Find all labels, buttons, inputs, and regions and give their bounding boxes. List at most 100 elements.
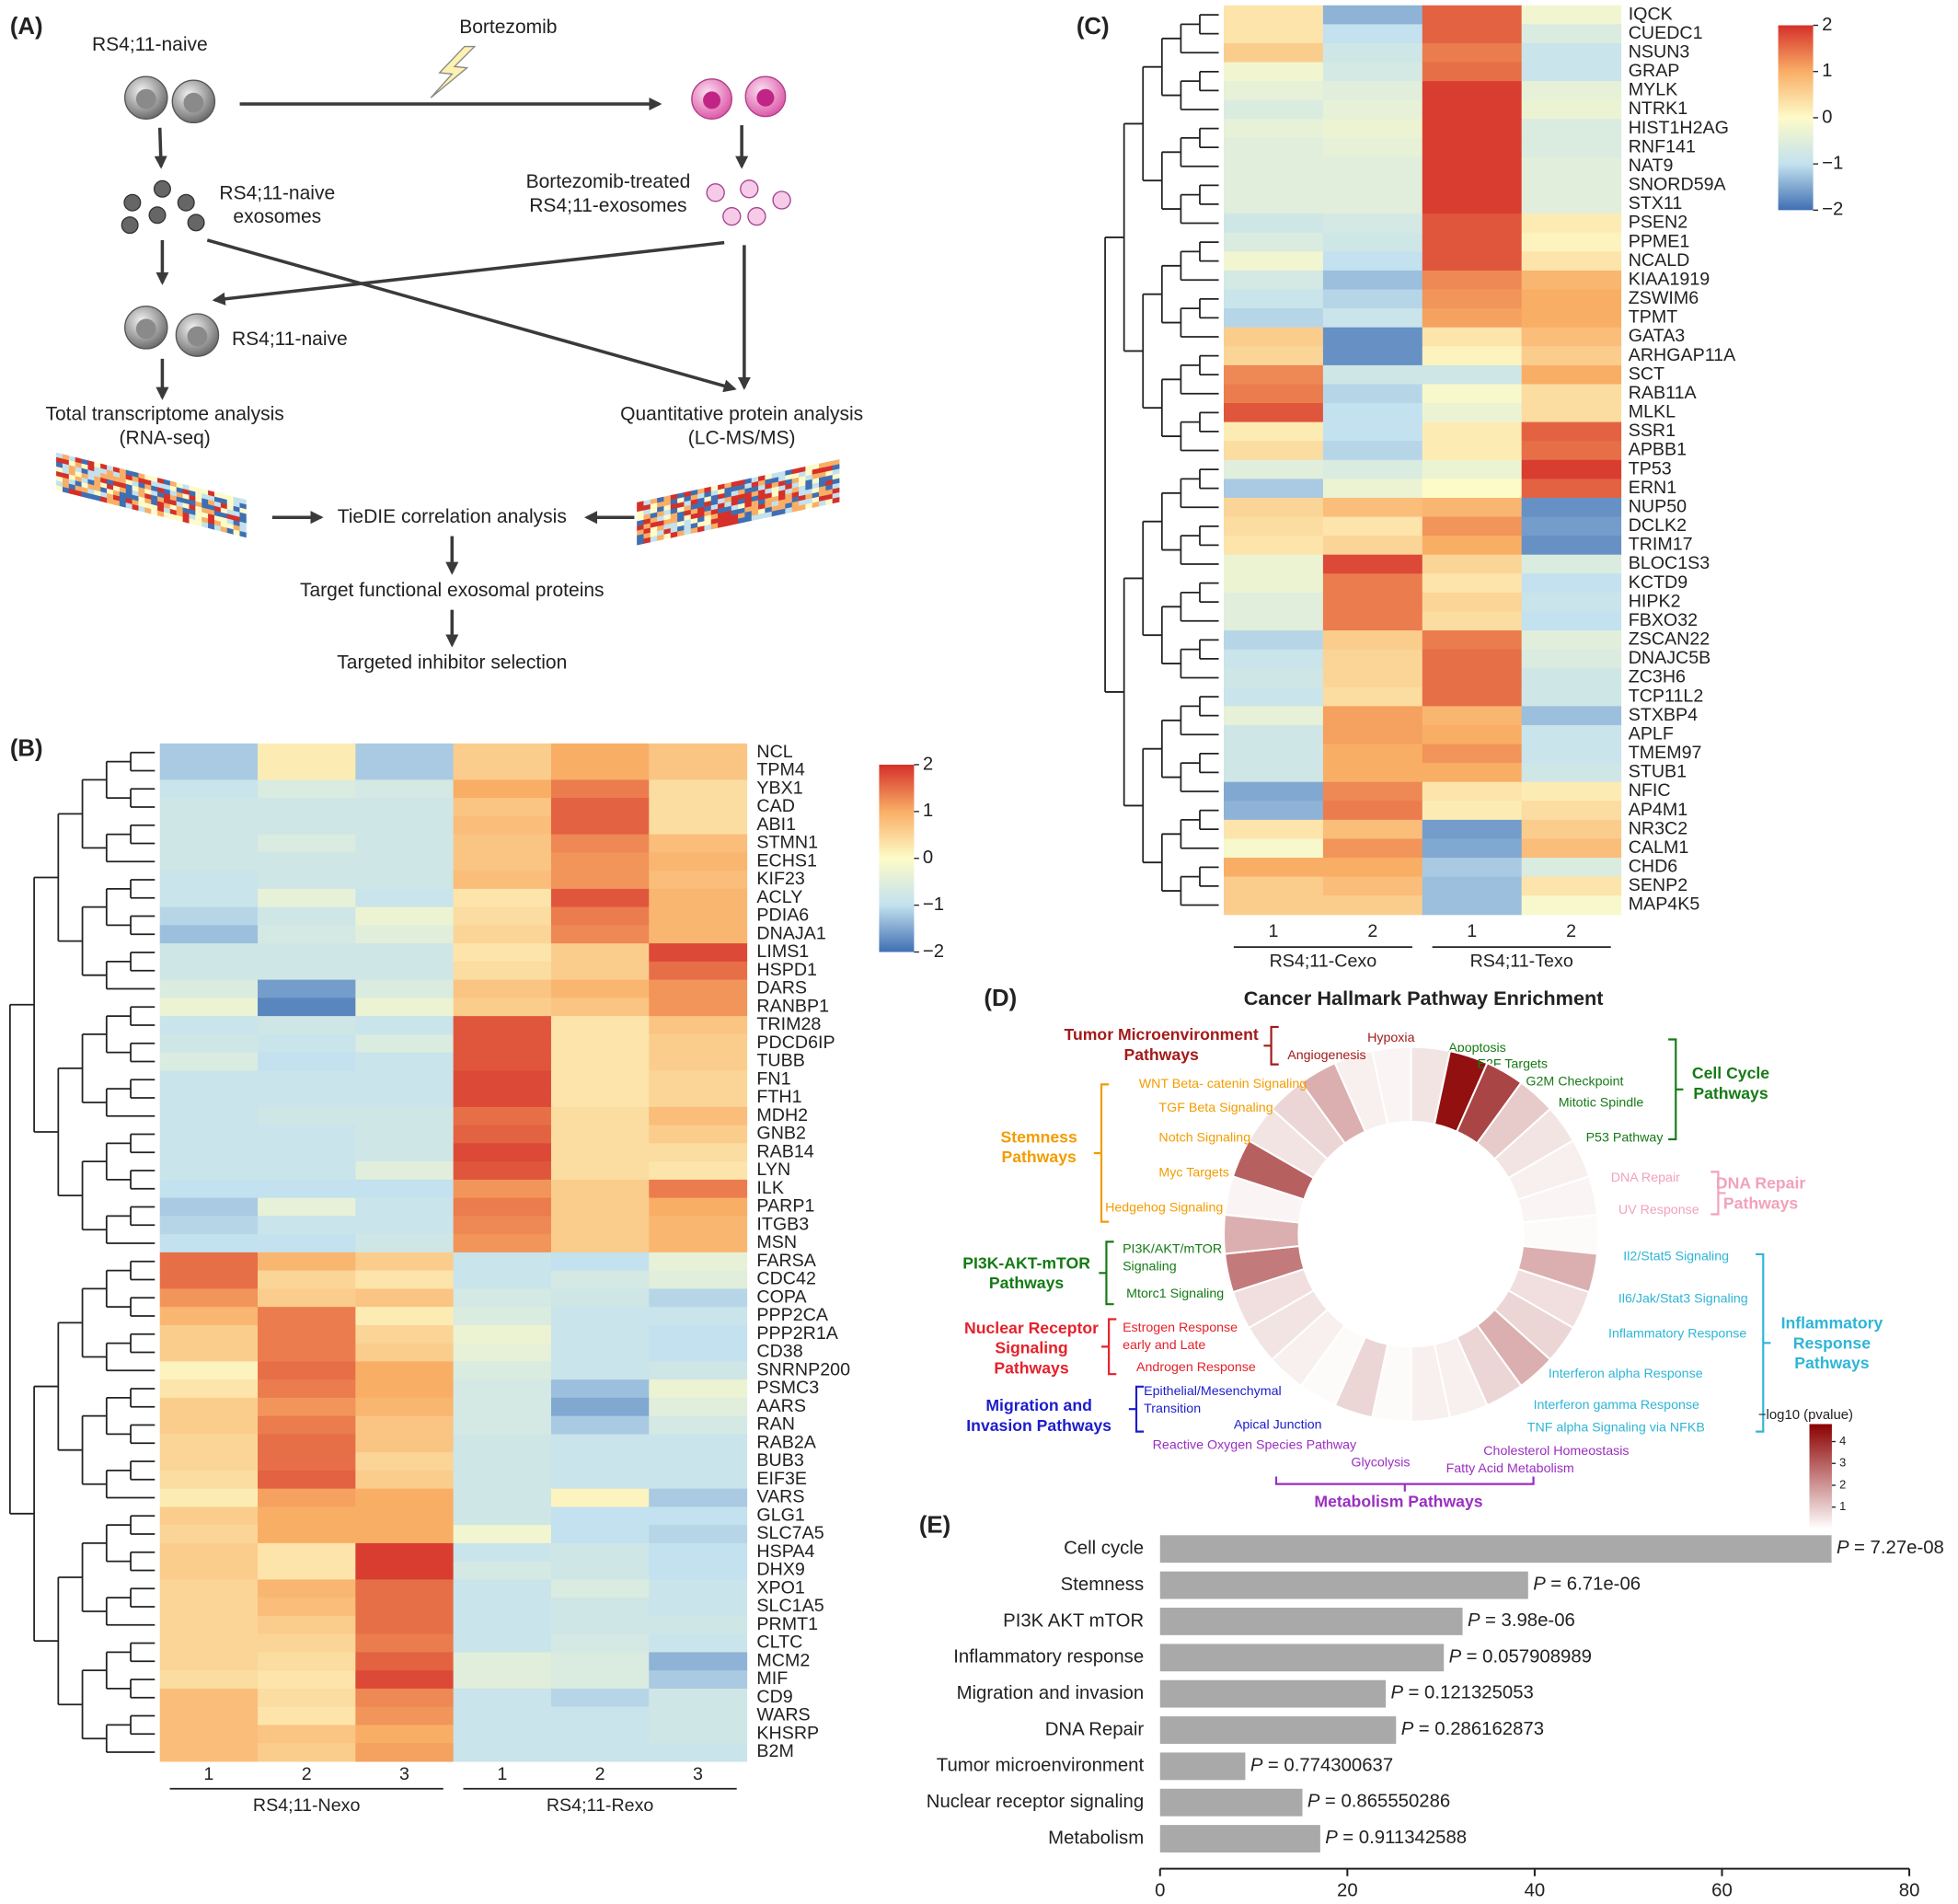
thumbnail-cell (213, 496, 222, 503)
heatmap-cell (453, 1652, 552, 1671)
thumbnail-cell (68, 479, 76, 486)
group-label: RS4;11-Rexo (547, 1795, 654, 1816)
thumbnail-cell (100, 477, 108, 485)
heatmap-cell (453, 943, 552, 963)
thumbnail-cell (670, 498, 678, 505)
heatmap-cell (550, 852, 650, 871)
thumbnail-cell (169, 494, 178, 502)
heatmap-cell (258, 1106, 356, 1126)
category-label: Transition (1144, 1402, 1201, 1416)
heatmap-cell (1322, 763, 1423, 783)
thumbnail-cell (233, 501, 240, 509)
heatmap-cell (258, 871, 356, 890)
thumbnail-cell (100, 472, 108, 480)
thumbnail-cell (697, 497, 705, 504)
thumbnail-cell (213, 501, 222, 508)
heatmap-cell (1521, 421, 1622, 442)
column-label: 2 (1566, 921, 1576, 941)
column-label: 1 (1268, 921, 1278, 941)
heatmap-cell (649, 1506, 748, 1526)
heatmap-cell (1224, 213, 1324, 234)
category-label: Mtorc1 Signaling (1126, 1287, 1224, 1301)
heatmap-cell (258, 743, 356, 763)
thumbnail-cell (119, 467, 127, 476)
heatmap-cell (258, 1307, 356, 1326)
row-label: PDIA6 (756, 906, 809, 926)
thumbnail-cell (132, 476, 139, 483)
thumbnail-cell (758, 489, 766, 496)
thumbnail-cell (670, 513, 678, 520)
thumbnail-cell (785, 507, 793, 514)
thumbnail-cell (176, 482, 184, 490)
category-label: Epithelial/Mesenchymal (1144, 1384, 1282, 1399)
heatmap-cell (1224, 895, 1324, 916)
row-label: CAD (756, 796, 795, 816)
heatmap-cell (453, 1307, 552, 1326)
heatmap-cell (159, 1470, 259, 1490)
heatmap-cell (1224, 838, 1324, 859)
heatmap-cell (453, 1089, 552, 1108)
thumbnail-cell (68, 483, 76, 490)
thumbnail-cell (684, 504, 692, 512)
heatmap-cell (159, 961, 259, 981)
heatmap-cell (258, 1415, 356, 1435)
thumbnail-cell (738, 498, 745, 505)
thumbnail-cell (94, 467, 101, 474)
heatmap-cell (258, 1688, 356, 1708)
heatmap-cell (258, 1670, 356, 1690)
thumbnail-cell (107, 479, 114, 486)
heatmap-cell (550, 1161, 650, 1181)
thumbnail-cell (677, 491, 685, 500)
heatmap-cell (258, 1125, 356, 1144)
heatmap-cell (649, 1579, 748, 1598)
heatmap-cell (1322, 421, 1423, 442)
thumbnail-cell (738, 484, 745, 491)
heatmap-cell (1224, 763, 1324, 783)
thumbnail-cell (643, 527, 651, 535)
heatmap-cell (159, 943, 259, 963)
thumbnail-cell (805, 469, 813, 477)
thumbnail-cell (657, 529, 664, 537)
heatmap-cell (355, 1615, 455, 1635)
bar (1159, 1679, 1387, 1708)
heatmap-cell (159, 1216, 259, 1235)
heatmap-cell (1322, 176, 1423, 196)
thumbnail-cell (202, 493, 209, 501)
heatmap-cell (1322, 592, 1423, 612)
thumbnail-cell (637, 519, 644, 526)
thumbnail-cell (239, 498, 247, 505)
heatmap-cell (649, 1125, 748, 1144)
thumbnail-cell (771, 495, 779, 502)
heatmap-cell (355, 1179, 455, 1199)
analysis-label: TieDIE correlation analysis (338, 506, 567, 527)
thumbnail-cell (119, 501, 127, 508)
thumbnail-cell (220, 498, 228, 505)
heatmap-cell (649, 1452, 748, 1471)
heatmap-cell (355, 1579, 455, 1598)
category-label: Il2/Stat5 Signaling (1623, 1249, 1729, 1264)
row-label: ABI1 (756, 814, 796, 835)
thumbnail-cell (226, 504, 235, 512)
row-label: CHD6 (1629, 857, 1678, 877)
heatmap-cell (355, 979, 455, 998)
row-label: MDH2 (756, 1105, 808, 1125)
row-label: NFIC (1629, 780, 1671, 801)
thumbnail-cell (731, 509, 739, 516)
heatmap-cell (159, 1598, 259, 1617)
heatmap-cell (1322, 384, 1423, 404)
group-bracket (1093, 1083, 1110, 1223)
thumbnail-cell (684, 500, 692, 507)
thumbnail-cell (81, 487, 88, 494)
row-label: ACLY (756, 887, 802, 907)
thumbnail-cell (112, 476, 121, 483)
colorbar-tick-label: 0 (1822, 107, 1832, 127)
thumbnail-cell (100, 496, 108, 503)
heatmap-cell (1422, 156, 1523, 177)
group-label: Inflammatory (1781, 1314, 1883, 1333)
thumbnail-cell (94, 476, 101, 483)
category-label: Interferon alpha Response (1549, 1367, 1703, 1381)
category-label: TNF alpha Signaling via NFKB (1527, 1420, 1705, 1435)
thumbnail-cell (771, 477, 779, 484)
arrow (154, 127, 167, 169)
